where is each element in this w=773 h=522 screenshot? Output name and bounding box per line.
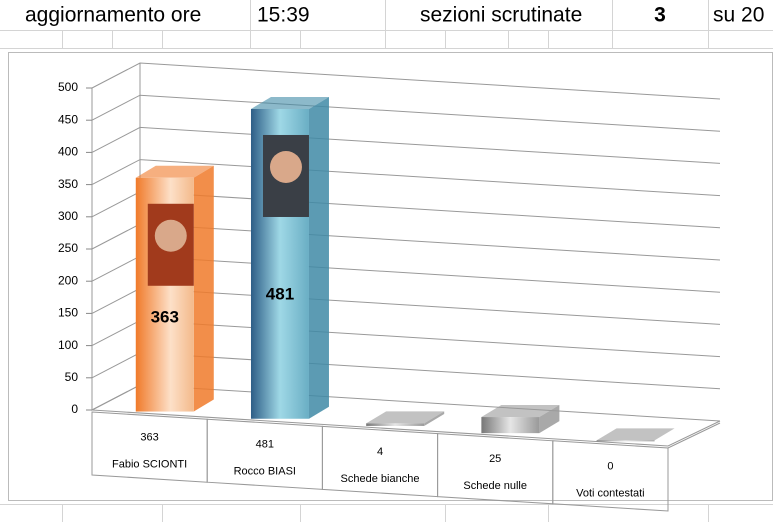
bar [366, 411, 445, 426]
bar-side [539, 405, 560, 434]
x-tick-label: Schede nulle [463, 480, 527, 492]
table-edge [667, 422, 721, 449]
y-tick-label: 200 [58, 273, 78, 287]
data-label: 363 [151, 308, 179, 327]
bar-top [481, 405, 560, 418]
bar-front [366, 423, 425, 426]
y-tick-label: 100 [58, 338, 78, 352]
x-tick-label: Fabio SCIONTI [112, 459, 187, 471]
y-tick-label: 50 [65, 370, 79, 384]
y-tick-label: 500 [58, 80, 78, 94]
header-sections-label: sezioni scrutinate [420, 4, 582, 27]
header-label: aggiornamento ore [25, 4, 201, 27]
bar-top [596, 428, 675, 441]
x-tick-label: Schede bianche [341, 473, 420, 485]
bar-side [193, 165, 214, 412]
bar [481, 405, 560, 434]
y-tick-label: 350 [58, 177, 78, 191]
bar-top [366, 411, 445, 424]
table-value: 481 [256, 439, 274, 451]
bar-front [596, 440, 655, 442]
y-tick-label: 150 [58, 306, 78, 320]
y-tick-label: 300 [58, 209, 78, 223]
x-tick-label: Rocco BIASI [234, 466, 296, 478]
y-tick-label: 450 [58, 112, 78, 126]
table-value: 0 [607, 460, 613, 472]
bar [135, 165, 214, 412]
table-value: 25 [489, 453, 501, 465]
bar-side [424, 411, 445, 426]
grid-line [91, 62, 721, 100]
header-time: 15:39 [257, 4, 310, 27]
grid-line [91, 159, 721, 197]
grid-line [91, 126, 721, 164]
header-total: su 20 [713, 4, 764, 27]
bar [596, 428, 675, 442]
table-cell [552, 440, 669, 512]
y-tick-label: 400 [58, 145, 78, 159]
floor-edge [91, 409, 721, 447]
header-sections: 3 [654, 4, 666, 27]
table-value: 363 [140, 432, 158, 444]
grid-line [91, 94, 721, 132]
data-label: 481 [266, 284, 294, 303]
table-value: 4 [377, 446, 383, 458]
photo-face [269, 150, 302, 183]
y-tick-label: 0 [71, 402, 78, 416]
y-tick-label: 250 [58, 241, 78, 255]
x-tick-label: Voti contestati [576, 487, 645, 499]
bar-top [250, 96, 329, 109]
bar-front [481, 417, 540, 434]
photo-face [154, 219, 187, 252]
bar-side [308, 96, 329, 419]
bar-top [135, 165, 214, 178]
